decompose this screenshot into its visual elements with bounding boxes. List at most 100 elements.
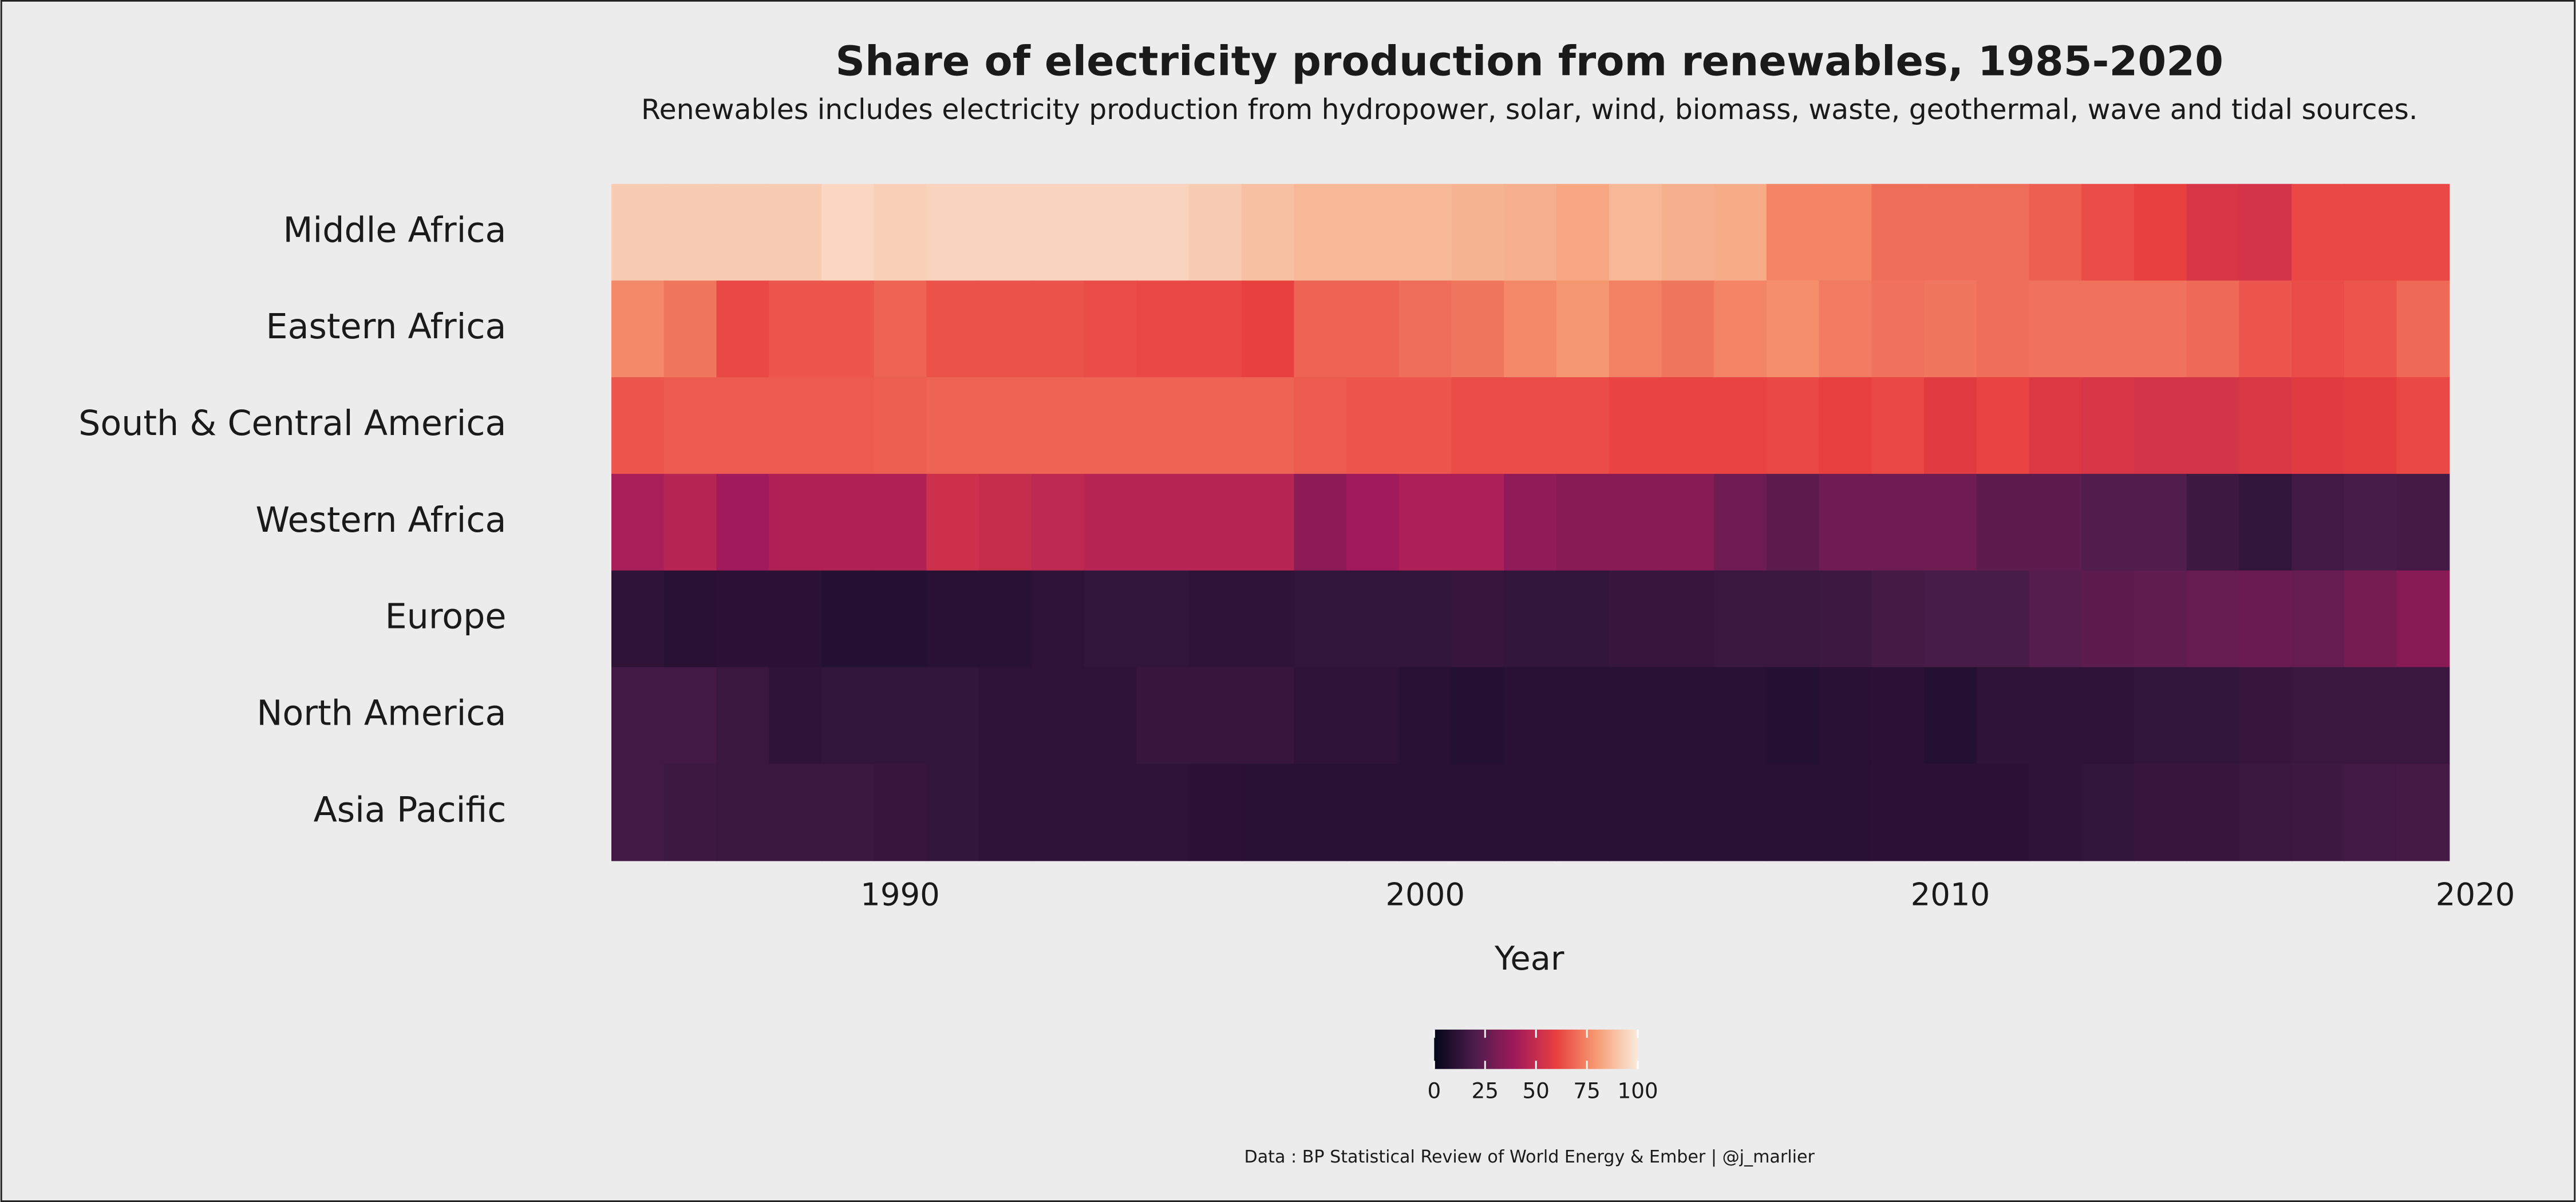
heat-cell [1976,667,2030,765]
heat-cell [663,184,717,282]
heat-cell [979,667,1032,765]
heat-cell [926,764,980,861]
heat-cell [821,184,875,282]
heat-cell [1241,184,1295,282]
heat-cell [1241,473,1295,571]
heat-cell [1451,570,1505,668]
heat-cell [663,377,717,475]
heat-cell [716,764,770,861]
heat-cell [1294,667,1348,765]
heat-cell [821,570,875,668]
heat-cell [2186,377,2240,475]
heat-cell [1556,667,1610,765]
heat-cell [1451,667,1505,765]
heat-cell [1609,280,1662,378]
heat-cell [1871,667,1925,765]
heat-cell [874,667,927,765]
row-label: Asia Pacific [314,790,507,830]
heat-cell [2291,184,2345,282]
heat-cell [1346,280,1400,378]
heat-cell [1136,667,1190,765]
heat-cell [1188,184,1242,282]
heat-cell [1294,764,1348,861]
heat-cell [2239,667,2293,765]
heat-cell [1241,377,1295,475]
heat-cell [1661,184,1715,282]
heat-cell [1609,184,1662,282]
heat-cell [1346,184,1400,282]
heat-cell [1398,570,1452,668]
colorbar-tick-label: 25 [1472,1078,1499,1103]
heat-cell [2396,570,2450,668]
heat-cell [663,764,717,861]
heat-cell [769,473,823,571]
heat-cell [611,570,665,668]
heat-cell [1661,473,1715,571]
heat-cell [1346,667,1400,765]
heat-cell [1084,280,1137,378]
heat-cell [2239,280,2293,378]
heat-cell [1556,473,1610,571]
heat-cell [2291,280,2345,378]
heat-cell [2396,184,2450,282]
heat-cell [1136,280,1190,378]
heat-cell [1976,377,2030,475]
heat-cell [2344,280,2397,378]
heat-cell [1504,473,1558,571]
heat-cell [611,377,665,475]
heat-cell [821,377,875,475]
heat-cell [663,473,717,571]
heat-cell [1451,377,1505,475]
heat-cell [1924,570,1977,668]
x-tick-label: 2000 [1385,876,1465,913]
heat-cell [1136,377,1190,475]
heat-cell [2081,184,2135,282]
heat-cell [1504,570,1558,668]
heat-cell [874,377,927,475]
heat-cell [1766,184,1820,282]
heat-cell [1188,764,1242,861]
heat-cell [874,473,927,571]
heat-cell [2291,473,2345,571]
row-label: South & Central America [78,404,506,444]
heat-cell [1714,280,1768,378]
heat-cell [2029,280,2083,378]
colorbar-tick-label: 50 [1522,1078,1549,1103]
heat-cell [2239,570,2293,668]
heat-cell [1766,570,1820,668]
heat-cell [1504,667,1558,765]
heat-cell [1871,280,1925,378]
heat-cell [1241,667,1295,765]
heat-cell [611,184,665,282]
chart-subtitle: Renewables includes electricity producti… [641,93,2418,126]
heat-cell [979,473,1032,571]
heat-cell [1556,280,1610,378]
heat-cell [1924,377,1977,475]
heat-cell [1136,184,1190,282]
heat-cell [1346,764,1400,861]
heat-cell [1819,570,1872,668]
heat-cell [979,764,1032,861]
heat-cell [1714,764,1768,861]
heat-cell [2239,473,2293,571]
row-label: North America [256,694,506,734]
heat-cell [1714,473,1768,571]
heat-cell [1766,667,1820,765]
heat-cell [2344,473,2397,571]
heat-cell [1976,280,2030,378]
heat-cell [1504,377,1558,475]
heat-cell [1556,764,1610,861]
x-tick-label: 2010 [1911,876,1990,913]
heat-cell [2134,473,2187,571]
heat-cell [1031,377,1085,475]
heat-cell [1346,570,1400,668]
heat-cell [2344,570,2397,668]
heat-cell [1294,184,1348,282]
caption: Data : BP Statistical Review of World En… [1244,1147,1815,1167]
heat-cell [2344,764,2397,861]
heat-cell [1504,764,1558,861]
heat-cell [1084,377,1137,475]
heat-cell [979,570,1032,668]
heat-cell [1871,184,1925,282]
heat-cell [2239,377,2293,475]
